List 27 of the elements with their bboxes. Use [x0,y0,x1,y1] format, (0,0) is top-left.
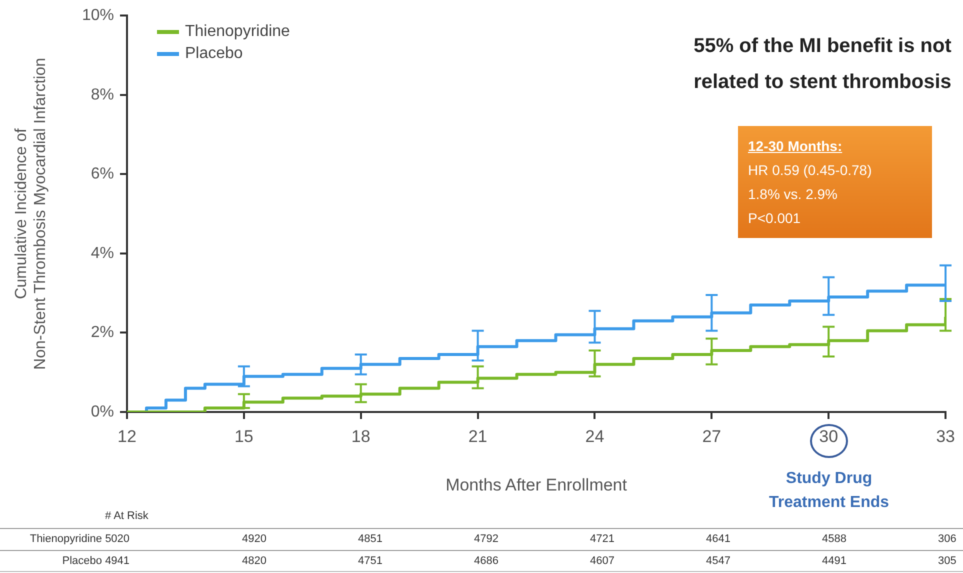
x-tick-label: 30 [819,426,838,446]
y-tick-label: 0% [90,403,114,420]
y-axis-title: Cumulative Incidence of Non-Stent Thrombosis Myocardial Infarction [13,58,50,370]
y-tick-label: 4% [90,244,114,262]
annotation: P<0.001 [748,209,802,228]
x-tick-label: 21 [468,426,488,446]
annotation: 12-30 Months: [748,137,844,156]
legend-label: Placebo [185,45,243,63]
x-tick-label: 15 [234,426,254,446]
y-tick-label: 2% [90,324,114,342]
legend-label: Thienopyridine [185,23,290,41]
x-tick-label: 24 [585,426,604,446]
annotation: 1.8% vs. 2.9% [748,185,838,204]
y-tick-label: 6% [90,166,114,183]
x-tick-label: 27 [702,426,722,446]
x-tick-label: 12 [118,426,136,446]
x-tick-label: 33 [936,426,956,446]
text: Thienopyridine 5020 4920 4851 4792 4721 4641 4588 306 [30,533,956,545]
x-axis-title: Months After Enrollment [446,475,628,494]
text: # At Risk [105,510,148,522]
y-tick-label: 8% [90,86,114,104]
y-tick-label: 10% [82,7,114,24]
text: Placebo 4941 4820 4751 4686 4607 4547 4491 305 [62,555,956,567]
annotation: HR 0.59 (0.45-0.78) [748,161,873,180]
x-tick-label: 18 [351,426,370,446]
text: Study Drug Treatment Ends [768,469,890,513]
text: 55% of the MI benefit is not related to stent thrombosis [692,34,952,95]
